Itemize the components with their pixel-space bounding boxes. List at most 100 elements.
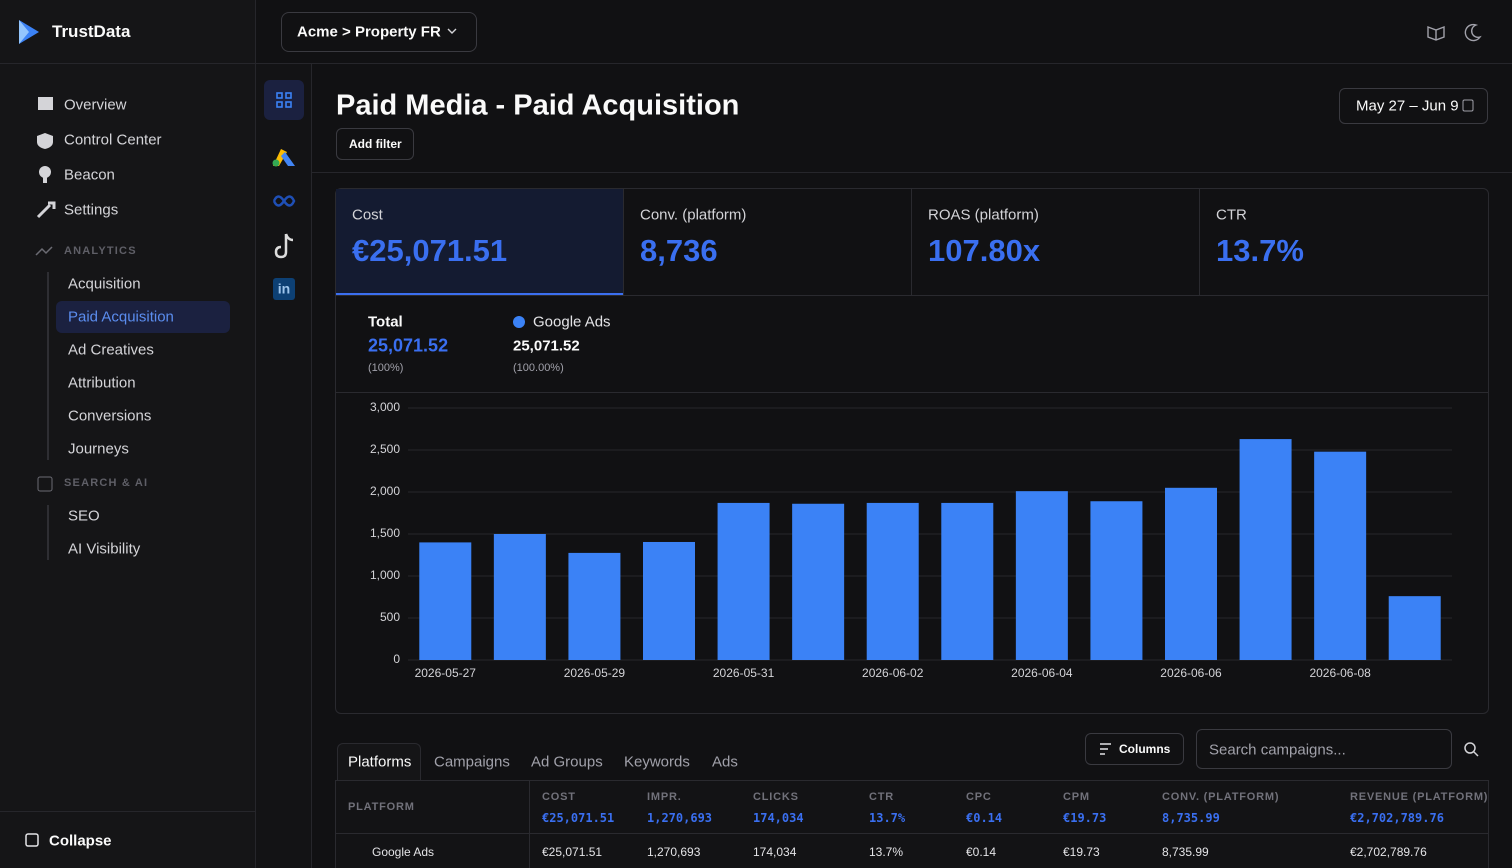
table-cell: €2,702,789.76	[1350, 845, 1427, 859]
y-tick-label: 500	[380, 610, 400, 624]
column-header[interactable]: REVENUE (PLATFORM)	[1350, 791, 1489, 803]
kpi-value: 13.7%	[1216, 233, 1304, 268]
column-header[interactable]: CONV. (PLATFORM)	[1162, 791, 1280, 803]
y-tick-label: 1,000	[370, 568, 400, 582]
meta-icon[interactable]	[272, 195, 296, 207]
x-tick-label: 2026-05-29	[564, 666, 626, 680]
columns-button[interactable]	[1085, 733, 1184, 765]
column-header[interactable]: CPC	[966, 791, 992, 803]
table-divider	[529, 781, 530, 868]
nav-subitem[interactable]: Conversions	[68, 407, 152, 425]
legend-share: (100%)	[368, 362, 404, 374]
table-cell: 8,735.99	[1162, 845, 1209, 859]
column-header[interactable]: PLATFORM	[348, 801, 415, 813]
column-header[interactable]: CPM	[1063, 791, 1090, 803]
add-filter-label[interactable]: Add filter	[349, 137, 402, 151]
nav-subitem[interactable]: AI Visibility	[68, 540, 141, 558]
active-app[interactable]	[264, 80, 304, 120]
bar	[419, 542, 472, 660]
collapse-button[interactable]: Collapse	[49, 832, 112, 850]
nav-subitem[interactable]: Ad Creatives	[68, 341, 154, 359]
search-placeholder[interactable]: Search campaigns...	[1209, 741, 1346, 759]
grid-icon	[276, 92, 292, 108]
kpi-label: Cost	[352, 206, 383, 224]
kpi-divider	[623, 189, 624, 295]
x-tick-label: 2026-06-06	[1160, 666, 1222, 680]
chevron	[447, 28, 457, 34]
y-tick-label: 2,000	[370, 484, 400, 498]
bar	[1090, 501, 1143, 660]
column-total: 1,270,693	[647, 811, 713, 825]
tab[interactable]: Campaigns	[434, 753, 510, 771]
property-label[interactable]: Acme > Property FR	[297, 23, 441, 41]
search-icon	[1473, 751, 1479, 757]
nav-subitem[interactable]: Attribution	[68, 374, 136, 392]
property-select[interactable]	[281, 12, 477, 52]
bar	[1015, 491, 1068, 660]
legend-label: Total	[368, 313, 403, 331]
nav-subitem[interactable]: Acquisition	[68, 275, 141, 293]
nav-subitem[interactable]: Paid Acquisition	[68, 308, 174, 326]
shield-icon	[37, 133, 53, 149]
bar	[1314, 451, 1367, 660]
docs-icon[interactable]	[1427, 25, 1445, 41]
table-cell: €0.14	[966, 845, 997, 859]
search-icon[interactable]	[1464, 742, 1476, 754]
table-cell: €19.73	[1063, 845, 1100, 859]
nav-item[interactable]: Beacon	[64, 166, 115, 184]
y-tick-label: 2,500	[370, 442, 400, 456]
tab[interactable]: Keywords	[624, 753, 690, 771]
linkedin-icon: in	[278, 281, 290, 297]
columns-icon	[1100, 743, 1111, 755]
columns-label[interactable]: Columns	[1119, 742, 1171, 756]
section-title: ANALYTICS	[64, 245, 137, 257]
kpi-divider	[911, 189, 912, 295]
bar	[1165, 487, 1217, 660]
search-input[interactable]	[1196, 729, 1452, 769]
kpi-label: Conv. (platform)	[640, 206, 747, 224]
nav-item[interactable]: Settings	[64, 201, 119, 219]
y-tick-label: 0	[393, 652, 400, 666]
kpi-divider	[1199, 189, 1200, 295]
nav-subitem[interactable]: Journeys	[68, 440, 129, 458]
column-total: €2,702,789.76	[1350, 811, 1444, 825]
date-label[interactable]: May 27 – Jun 9	[1356, 97, 1459, 115]
column-total: 174,034	[753, 811, 804, 825]
column-header[interactable]: CLICKS	[753, 791, 799, 803]
column-header[interactable]: IMPR.	[647, 791, 682, 803]
nav-subitem[interactable]: SEO	[68, 507, 100, 525]
kpi-active[interactable]	[336, 189, 624, 295]
column-header[interactable]: CTR	[869, 791, 895, 803]
nav-item[interactable]: Overview	[64, 96, 127, 114]
column-total: €25,071.51	[542, 811, 615, 825]
tab[interactable]: Platforms	[348, 753, 412, 771]
section-title: SEARCH & AI	[64, 477, 149, 489]
sidebar-divider	[0, 811, 255, 812]
nav-active	[56, 301, 230, 333]
bulb-icon	[43, 177, 47, 183]
tree-line	[47, 505, 49, 560]
theme-icon[interactable]	[1464, 23, 1482, 42]
x-tick-label: 2026-05-27	[415, 666, 477, 680]
google-ads-icon	[281, 152, 295, 166]
tiktok-icon[interactable]	[274, 233, 294, 259]
topbar-divider	[256, 63, 1512, 64]
date-button[interactable]	[1339, 88, 1488, 124]
tab-active[interactable]	[337, 743, 421, 781]
column-header[interactable]: COST	[542, 791, 576, 803]
kpi-label: CTR	[1216, 206, 1247, 224]
tab[interactable]: Ad Groups	[531, 753, 603, 771]
google-ads-icon	[272, 159, 280, 167]
page-title: Paid Media - Paid Acquisition	[336, 89, 740, 122]
table-cell: 13.7%	[869, 845, 904, 859]
table-cell: Google Ads	[372, 845, 435, 859]
x-tick-label: 2026-05-31	[713, 666, 775, 680]
linkedin-icon[interactable]	[273, 278, 295, 300]
add-filter-button[interactable]	[336, 128, 414, 160]
nav-item[interactable]: Control Center	[64, 131, 162, 149]
card-divider	[336, 392, 1488, 393]
tab[interactable]: Ads	[712, 753, 738, 771]
bar	[643, 541, 695, 660]
